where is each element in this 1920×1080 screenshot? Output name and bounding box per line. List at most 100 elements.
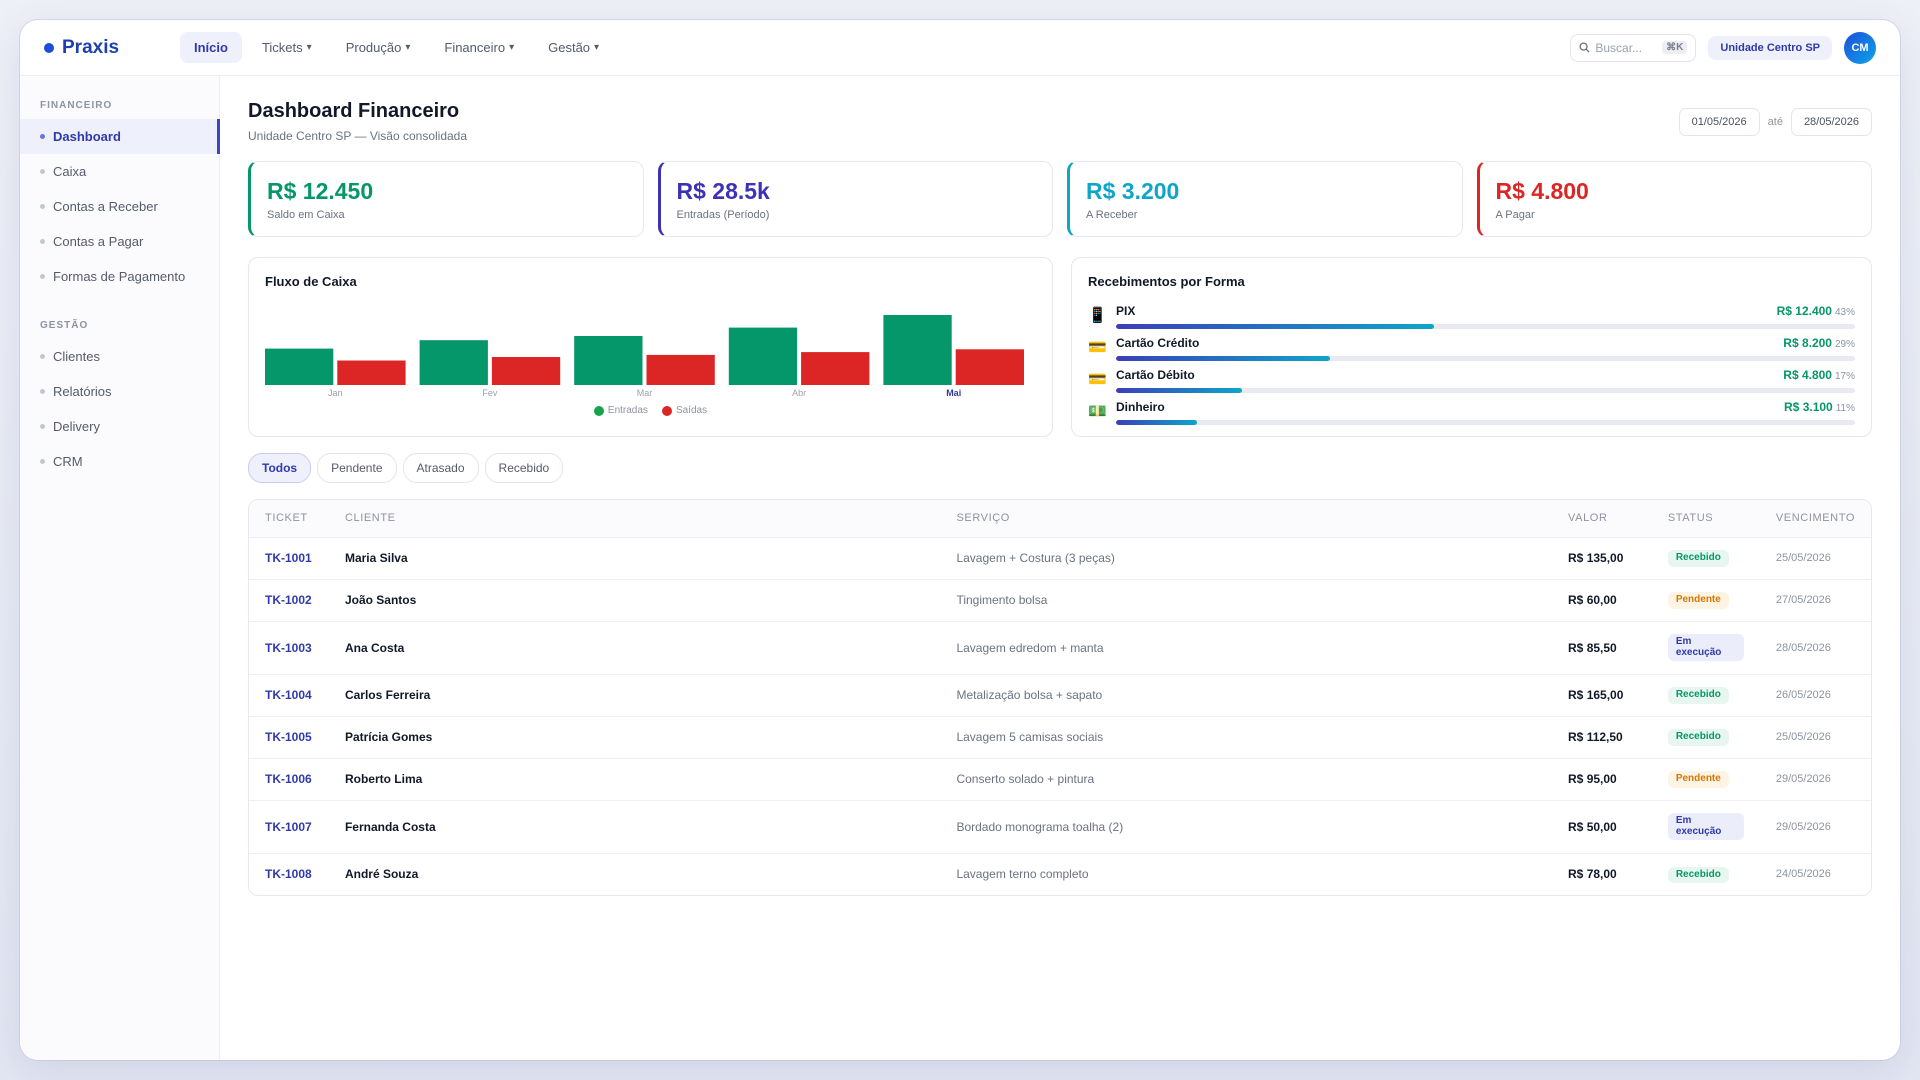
kpi-card-entradas: R$ 28.5k Entradas (Período) xyxy=(657,161,1053,237)
table-row[interactable]: TK-1006 Roberto Lima Conserto solado + pin… xyxy=(249,758,1871,801)
filter-recebido[interactable]: Recebido xyxy=(484,453,564,483)
payment-name: Cartão Débito xyxy=(1116,367,1195,382)
page-header: Dashboard Financeiro Unidade Centro SP —… xyxy=(248,76,1872,143)
bar-entradas-abr[interactable] xyxy=(728,327,798,385)
ticket-link[interactable]: TK-1008 xyxy=(265,867,312,882)
unit-selector[interactable]: Unidade Centro SP xyxy=(1708,35,1832,60)
ticket-link[interactable]: TK-1003 xyxy=(265,640,312,655)
cell-value: R$ 112,50 xyxy=(1552,716,1652,759)
payment-progress-track xyxy=(1116,323,1855,329)
status-badge: Recebido xyxy=(1667,687,1729,704)
ticket-link[interactable]: TK-1002 xyxy=(265,593,312,607)
date-to-field[interactable]: 28/05/2026 xyxy=(1790,108,1872,136)
ticket-link[interactable]: TK-1005 xyxy=(265,730,312,744)
nav-label: Financeiro xyxy=(444,40,506,55)
col-header-valor[interactable]: VALOR xyxy=(1552,500,1652,538)
cell-ticket: TK-1007 xyxy=(249,800,329,854)
bar-entradas-fev[interactable] xyxy=(419,340,488,385)
tickets-table: TICKET CLIENTE SERVIÇO VALOR STATUS VENC… xyxy=(248,499,1872,896)
filter-atrasado[interactable]: Atrasado xyxy=(402,453,479,483)
cell-status: Recebido xyxy=(1651,537,1760,580)
cell-service: Tingimento bolsa xyxy=(940,579,1553,622)
col-header-ticket[interactable]: TICKET xyxy=(249,500,329,538)
bar-sadas-mar[interactable] xyxy=(646,354,715,385)
bullet-icon xyxy=(40,204,45,209)
bar-sadas-mai[interactable] xyxy=(955,349,1024,385)
payment-body: Dinheiro R$ 3.100 11% xyxy=(1116,398,1855,425)
col-header-status[interactable]: STATUS xyxy=(1651,500,1760,538)
col-header-vencimento[interactable]: VENCIMENTO xyxy=(1759,500,1871,538)
sidebar-item-dashboard[interactable]: Dashboard xyxy=(20,119,220,154)
col-header-cliente[interactable]: CLIENTE xyxy=(328,500,941,538)
table-row[interactable]: TK-1003 Ana Costa Lavagem edredom + manta R… xyxy=(249,621,1871,675)
table-row[interactable]: TK-1007 Fernanda Costa Bordado monograma t… xyxy=(249,800,1871,854)
x-tick-label: Abr xyxy=(792,388,806,398)
cell-due-date: 25/05/2026 xyxy=(1759,716,1871,759)
debit-card-icon: 💳 xyxy=(1088,371,1107,388)
nav-item-financeiro[interactable]: Financeiro ▾ xyxy=(430,32,528,63)
bar-entradas-mai[interactable] xyxy=(883,315,952,385)
table-row[interactable]: TK-1008 André Souza Lavagem terno completo… xyxy=(249,853,1871,895)
ticket-link[interactable]: TK-1006 xyxy=(265,772,312,786)
cell-service: Lavagem terno completo xyxy=(956,867,1089,882)
filter-pendente[interactable]: Pendente xyxy=(317,453,397,483)
payment-methods-list: 📱 PIX R$ 12.400 43% 💳 xyxy=(1088,299,1855,427)
payment-amount-wrap: R$ 4.800 17% xyxy=(1783,366,1855,384)
sidebar-item-clientes[interactable]: Clientes xyxy=(20,339,219,374)
payment-percent: 11% xyxy=(1835,402,1855,414)
status-badge: Recebido xyxy=(1667,550,1729,567)
date-from-field[interactable]: 01/05/2026 xyxy=(1678,108,1760,136)
sidebar-item-contas-a-pagar[interactable]: Contas a Pagar xyxy=(20,224,219,259)
payment-amount: R$ 12.400 xyxy=(1776,303,1832,318)
sidebar-item-relatorios[interactable]: Relatórios xyxy=(20,374,219,409)
bar-entradas-mar[interactable] xyxy=(574,336,643,385)
nav-item-inicio[interactable]: Início xyxy=(180,32,242,63)
table-row[interactable]: TK-1004 Carlos Ferreira Metalização bolsa … xyxy=(249,674,1871,717)
sidebar-item-caixa[interactable]: Caixa xyxy=(20,154,219,189)
table-row[interactable]: TK-1002 João Santos Tingimento bolsa R$ 60,… xyxy=(249,579,1871,622)
kpi-value: R$ 28.5k xyxy=(676,178,770,204)
sidebar-item-formas-de-pagamento[interactable]: Formas de Pagamento xyxy=(20,259,219,294)
brand-logo[interactable]: Praxis xyxy=(44,37,164,59)
ticket-link[interactable]: TK-1004 xyxy=(265,688,312,702)
cell-value: R$ 60,00 xyxy=(1552,579,1652,622)
payment-amount: R$ 8.200 xyxy=(1783,335,1832,350)
cell-client: Ana Costa xyxy=(328,621,941,675)
chevron-down-icon: ▾ xyxy=(594,42,600,53)
sidebar-item-label: Delivery xyxy=(53,419,100,434)
nav-item-gestao[interactable]: Gestão ▾ xyxy=(534,32,613,63)
ticket-link[interactable]: TK-1001 xyxy=(265,551,312,565)
cash-icon: 💵 xyxy=(1088,403,1107,420)
cell-ticket: TK-1004 xyxy=(249,674,329,717)
chevron-down-icon: ▾ xyxy=(509,42,515,53)
sidebar-item-delivery[interactable]: Delivery xyxy=(20,409,219,444)
bar-sadas-abr[interactable] xyxy=(801,352,870,385)
table-head: TICKET CLIENTE SERVIÇO VALOR STATUS VENC… xyxy=(249,500,1871,538)
cell-due-date: 29/05/2026 xyxy=(1759,800,1871,854)
nav-item-tickets[interactable]: Tickets ▾ xyxy=(248,32,326,63)
ticket-link[interactable]: TK-1007 xyxy=(265,819,312,834)
payment-body: Cartão Débito R$ 4.800 17% xyxy=(1116,366,1855,393)
sidebar-item-label: Dashboard xyxy=(53,129,121,144)
cell-ticket: TK-1005 xyxy=(249,716,329,759)
cashflow-panel: Fluxo de Caixa Jan Fev Mar Abr Mai Entradas … xyxy=(248,257,1053,437)
chevron-down-icon: ▾ xyxy=(306,42,312,53)
nav-item-producao[interactable]: Produção ▾ xyxy=(332,32,425,63)
bar-sadas-jan[interactable] xyxy=(337,360,406,386)
table-row[interactable]: TK-1001 Maria Silva Lavagem + Costura (3 p… xyxy=(249,537,1871,580)
payment-body: Cartão Crédito R$ 8.200 29% xyxy=(1116,334,1855,361)
filter-todos[interactable]: Todos xyxy=(248,453,312,483)
cell-service: Conserto solado + pintura xyxy=(940,758,1553,801)
search-input[interactable]: Buscar... ⌘K xyxy=(1570,33,1697,62)
bar-sadas-fev[interactable] xyxy=(491,357,561,385)
sidebar-item-label: Caixa xyxy=(53,164,87,179)
avatar[interactable]: CM xyxy=(1844,31,1876,64)
table-row[interactable]: TK-1005 Patrícia Gomes Lavagem 5 camisas s… xyxy=(249,716,1871,759)
col-header-servico[interactable]: SERVIÇO xyxy=(940,500,1553,538)
sidebar-item-contas-a-receber[interactable]: Contas a Receber xyxy=(20,189,219,224)
payment-body: PIX R$ 12.400 43% xyxy=(1116,302,1855,329)
sidebar-item-crm[interactable]: CRM xyxy=(20,444,219,479)
nav-label: Tickets xyxy=(261,40,303,55)
bar-entradas-jan[interactable] xyxy=(265,348,334,385)
main-content: Dashboard Financeiro Unidade Centro SP —… xyxy=(248,76,1872,1060)
